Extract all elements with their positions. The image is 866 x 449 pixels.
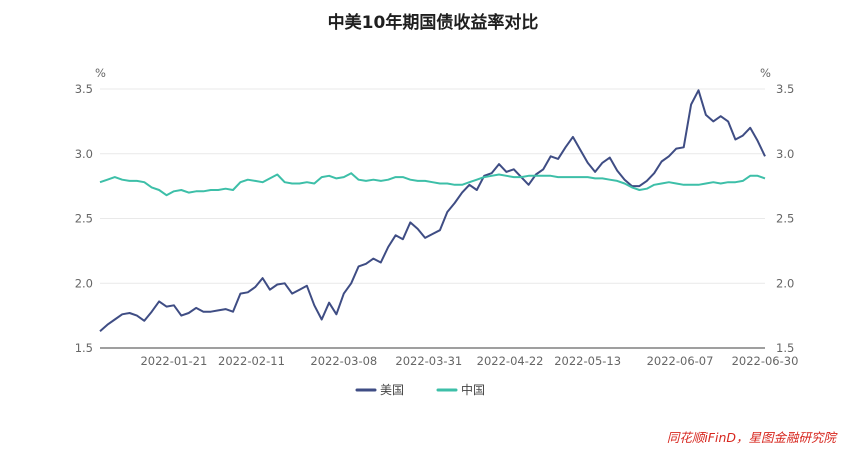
y-tick-label-right: 3.5 [776,82,794,96]
y-tick-label-right: 2.5 [776,212,794,226]
x-tick-label: 2022-01-21 [140,354,207,368]
y-unit-right: % [760,66,771,80]
x-tick-label: 2022-04-22 [477,354,544,368]
legend-label: 美国 [380,383,404,397]
legend: 美国 中国 [355,382,485,397]
x-tick-label: 2022-03-08 [310,354,377,368]
x-tick-label: 2022-06-07 [647,354,714,368]
y-tick-label-right: 2.0 [776,276,794,290]
axes: % % 1.5 1.5 2.0 2.0 2.5 2.5 3.0 3.0 3.5 3.5 2022-0… [75,66,799,368]
y-tick-label-left: 3.5 [75,82,93,96]
y-tick-label-left: 2.0 [75,276,93,290]
y-tick-label-left: 2.5 [75,212,93,226]
series-line [99,89,766,332]
x-tick-label: 2022-02-11 [218,354,285,368]
y-unit-left: % [95,66,106,80]
series-lines [99,89,766,332]
x-tick-label: 2022-05-13 [554,354,621,368]
chart-title: 中美10年期国债收益率对比 [327,13,539,33]
y-tick-label-right: 3.0 [776,147,794,161]
y-tick-label-right: 1.5 [776,341,794,355]
x-tick-label: 2022-06-30 [732,354,799,368]
source-note: 同花顺iFinD，星图金融研究院 [666,430,836,445]
grid [100,88,765,284]
y-tick-label-left: 3.0 [75,147,93,161]
series-line [99,172,766,197]
legend-label: 中国 [461,382,485,397]
y-tick-label-left: 1.5 [75,341,93,355]
x-tick-label: 2022-03-31 [395,354,462,368]
